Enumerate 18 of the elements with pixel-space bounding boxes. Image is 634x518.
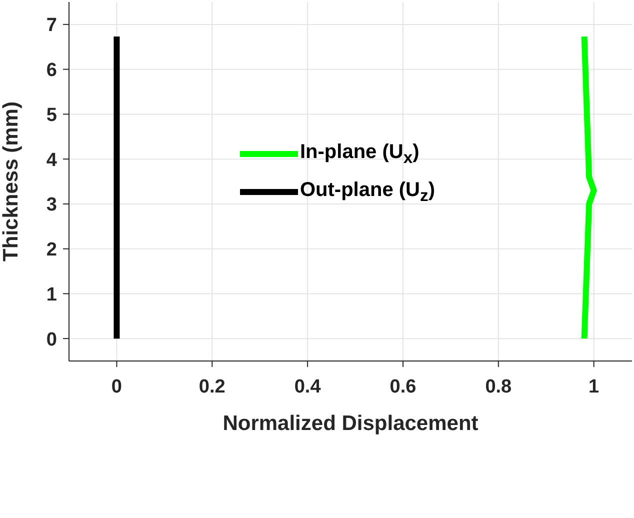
x-tick-label: 0.8 (485, 376, 512, 398)
y-tick-label: 7 (46, 15, 57, 36)
x-tick-label: 0.4 (294, 376, 322, 398)
y-tick-label: 0 (46, 329, 57, 350)
x-tick-label: 0.6 (390, 376, 416, 398)
legend-label: In-plane (U$_{x}$) (300, 140, 420, 168)
y-axis-title: Thickness (mm) (0, 102, 22, 262)
x-tick-label: 1 (588, 376, 600, 398)
y-tick-label: 5 (46, 104, 58, 126)
y-tick-label: 1 (46, 284, 58, 306)
x-tick-label: 0 (111, 376, 122, 398)
y-tick-label: 6 (46, 60, 57, 82)
x-axis-title: Normalized Displacement (222, 412, 478, 435)
y-tick-label: 2 (46, 240, 57, 261)
legend-label: Out-plane (U$_{z}$) (300, 178, 435, 206)
y-tick-label: 3 (46, 194, 57, 216)
x-tick-label: 0.2 (198, 376, 226, 398)
y-tick-label: 4 (46, 150, 58, 171)
